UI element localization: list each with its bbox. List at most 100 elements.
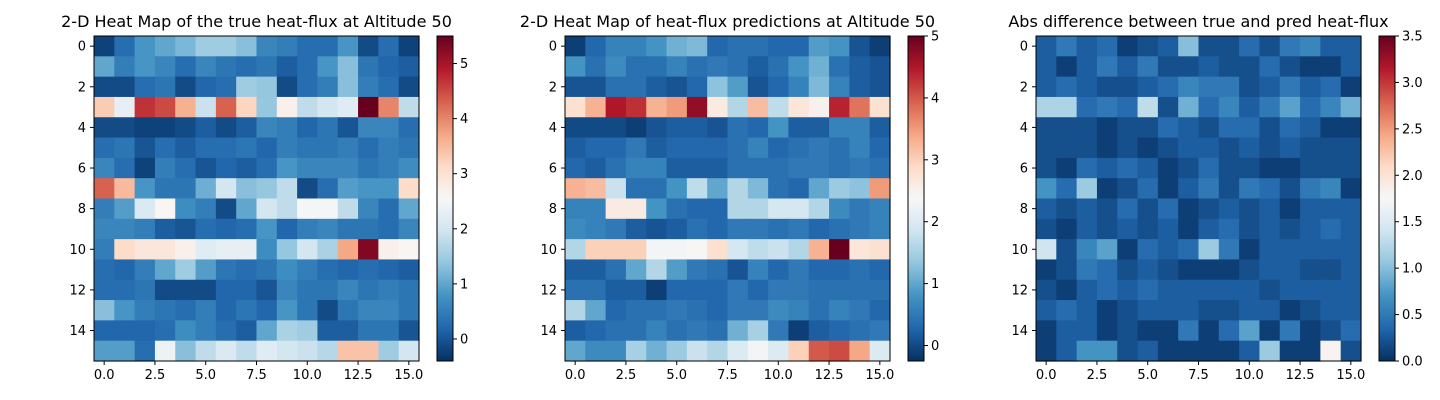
heatmap-cell — [114, 36, 136, 57]
heatmap-cell — [297, 96, 319, 118]
heatmap-cell — [1056, 76, 1078, 98]
heatmap-cell — [1198, 279, 1220, 301]
heatmap-cell — [808, 340, 830, 362]
heatmap-cell — [154, 239, 176, 261]
heatmap-cell — [666, 117, 688, 139]
heatmap-cell — [1096, 198, 1118, 220]
heatmap-cell — [358, 239, 379, 261]
heatmap-cell — [646, 340, 668, 362]
heatmap-cell — [788, 157, 810, 179]
heatmap-cell — [1340, 96, 1362, 118]
heatmap-cell — [1320, 320, 1342, 342]
heatmap-cell — [1340, 56, 1362, 78]
heatmap-cell — [808, 56, 830, 78]
heatmap-cell — [1340, 76, 1362, 98]
heatmap-cell — [398, 239, 420, 261]
heatmap-cell — [829, 36, 850, 57]
heatmap-cell — [829, 198, 850, 220]
heatmap-cell — [1157, 320, 1179, 342]
heatmap-cell — [1036, 259, 1057, 281]
colorbar-tick-label: 3 — [460, 167, 468, 182]
heatmap-cell — [829, 320, 850, 342]
heatmap-cell — [605, 279, 627, 301]
x-tick-label: 0.0 — [565, 368, 586, 383]
heatmap-cell — [398, 259, 420, 281]
heatmap-cell — [869, 36, 891, 57]
heatmap-cell — [1300, 218, 1321, 240]
heatmap-cells — [94, 36, 420, 362]
heatmap-cell — [1117, 157, 1139, 179]
heatmap-cell — [195, 56, 217, 78]
heatmap-cell — [1300, 300, 1321, 321]
heatmap-cell — [829, 178, 850, 200]
heatmap-cell — [1157, 279, 1179, 301]
heatmap-cell — [707, 279, 729, 301]
colorbar-tick-label: 2.0 — [1402, 169, 1423, 184]
heatmap-cell — [297, 137, 319, 159]
heatmap-cell — [1320, 157, 1342, 179]
heatmap-cell — [585, 157, 607, 179]
heatmap-cell — [398, 157, 420, 179]
heatmap-cell — [849, 320, 871, 342]
heatmap-cell — [1178, 137, 1200, 159]
heatmap-cell — [1279, 340, 1301, 362]
heatmap-cell — [1137, 117, 1159, 139]
heatmap-cell — [869, 76, 891, 98]
heatmap-cell — [1239, 300, 1261, 321]
heatmap-cell — [317, 300, 339, 321]
y-tick-label: 2 — [549, 80, 557, 95]
x-tick-label: 2.5 — [145, 368, 166, 383]
heatmap-cell — [686, 198, 708, 220]
heatmap-cell — [565, 117, 586, 139]
heatmap-cell — [788, 320, 810, 342]
heatmap-cell — [297, 56, 319, 78]
heatmap-cell — [1117, 36, 1139, 57]
heatmap-cell — [686, 36, 708, 57]
heatmap-cell — [1218, 96, 1240, 118]
heatmap-cell — [625, 218, 647, 240]
heatmap-cell — [236, 218, 258, 240]
x-tick-label: 5.0 — [1137, 368, 1158, 383]
heatmap-cell — [1198, 239, 1220, 261]
heatmap-cell — [134, 218, 156, 240]
heatmap-cell — [808, 96, 830, 118]
heatmap-cell — [1157, 137, 1179, 159]
heatmap-cell — [378, 117, 400, 139]
heatmap-cell — [727, 320, 749, 342]
heatmap-cell — [1056, 218, 1078, 240]
heatmap-cell — [686, 117, 708, 139]
heatmap-cell — [358, 157, 379, 179]
heatmap-cell — [317, 239, 339, 261]
heatmap-cell — [317, 259, 339, 281]
heatmap-cell — [398, 56, 420, 78]
x-tick-label: 2.5 — [1087, 368, 1108, 383]
heatmap-cell — [236, 340, 258, 362]
heatmap-cell — [1178, 96, 1200, 118]
heatmap-cell — [1279, 198, 1301, 220]
heatmap-cell — [605, 178, 627, 200]
heatmap-cell — [707, 157, 729, 179]
heatmap-cell — [1198, 198, 1220, 220]
heatmap-cell — [768, 36, 790, 57]
heatmap-cell — [195, 137, 217, 159]
heatmap-cell — [94, 218, 115, 240]
heatmap-cell — [297, 320, 319, 342]
heatmap-cell — [849, 300, 871, 321]
heatmap-cell — [134, 56, 156, 78]
heatmap-cell — [686, 137, 708, 159]
heatmap-cell — [297, 178, 319, 200]
heatmap-cell — [585, 137, 607, 159]
heatmap-cell — [1320, 300, 1342, 321]
heatmap-cell — [1117, 117, 1139, 139]
heatmap-cell — [256, 300, 278, 321]
y-tick-label: 6 — [78, 162, 86, 177]
heatmap-cell — [849, 178, 871, 200]
heatmap-cell — [297, 239, 319, 261]
heatmap-cell — [1279, 279, 1301, 301]
heatmap-cell — [666, 198, 688, 220]
heatmap-cell — [727, 36, 749, 57]
heatmap-cell — [398, 178, 420, 200]
heatmap-cell — [1178, 320, 1200, 342]
heatmap-cell — [256, 137, 278, 159]
heatmap-cell — [686, 76, 708, 98]
